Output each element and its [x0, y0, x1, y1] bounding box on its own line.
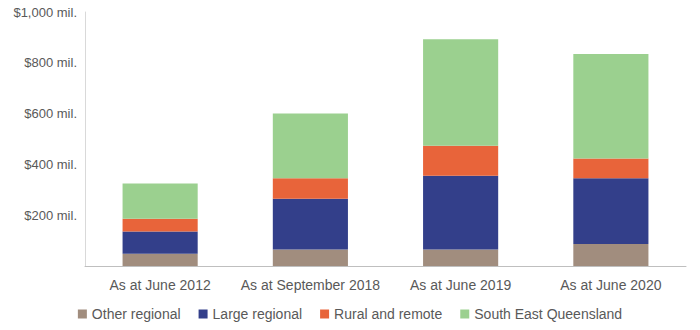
svg-text:Other regional: Other regional: [92, 306, 181, 322]
svg-text:As at June 2020: As at June 2020: [560, 277, 661, 293]
svg-text:$600 mil.: $600 mil.: [24, 106, 77, 121]
svg-text:$200 mil.: $200 mil.: [24, 208, 77, 223]
svg-text:$400 mil.: $400 mil.: [24, 157, 77, 172]
svg-text:Large regional: Large regional: [213, 306, 303, 322]
svg-text:Rural and remote: Rural and remote: [334, 306, 442, 322]
svg-text:As at June 2019: As at June 2019: [410, 277, 511, 293]
svg-text:As at September 2018: As at September 2018: [241, 277, 381, 293]
svg-text:As at June 2012: As at June 2012: [110, 277, 211, 293]
svg-text:South East Queensland: South East Queensland: [474, 306, 622, 322]
svg-text:$800 mil.: $800 mil.: [24, 55, 77, 70]
svg-text:$1,000 mil.: $1,000 mil.: [13, 5, 77, 20]
